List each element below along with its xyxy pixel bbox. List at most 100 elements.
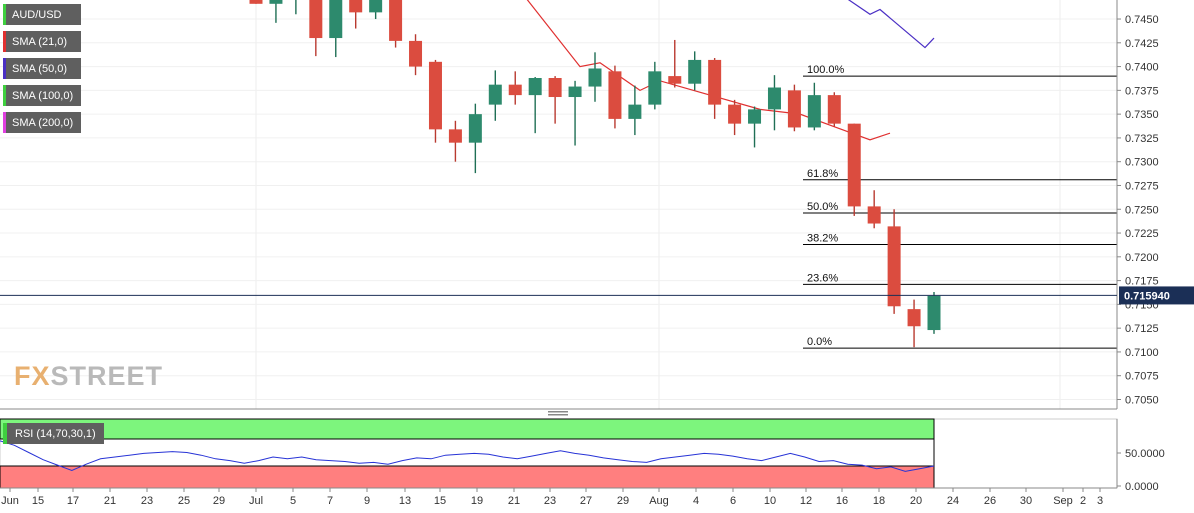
price-tick-label: 0.7275 — [1125, 180, 1159, 192]
panel-splitter-icon — [548, 411, 568, 413]
fib-label: 0.0% — [807, 336, 832, 348]
candle-body — [827, 95, 841, 124]
price-tick-label: 0.7075 — [1125, 371, 1159, 383]
candle-body — [708, 59, 722, 105]
sma-50-label: SMA (50,0) — [12, 62, 68, 75]
candlesticks — [249, 0, 941, 348]
grid-lines — [0, 0, 1117, 488]
fibonacci-levels: 100.0% 61.8% 50.0% 38.2% 23.6% 0.0% — [803, 64, 1117, 349]
sma-21-swatch — [3, 31, 6, 52]
candle-body — [688, 59, 702, 84]
time-tick-label: 7 — [327, 495, 333, 507]
candle-body — [508, 84, 522, 96]
candle-body — [907, 309, 921, 327]
sma-100-swatch — [3, 85, 6, 106]
candle-body — [787, 90, 801, 128]
candle-body — [309, 0, 323, 39]
price-tick-label: 0.7250 — [1125, 204, 1159, 216]
candle-body — [628, 104, 642, 119]
time-tick-label: 20 — [910, 495, 922, 507]
sma-21-label: SMA (21,0) — [12, 35, 68, 48]
price-tick-label: 0.7125 — [1125, 323, 1159, 335]
rsi-line — [0, 440, 935, 472]
time-tick-label: 17 — [67, 495, 79, 507]
time-tick-label: 15 — [32, 495, 44, 507]
fib-label: 50.0% — [807, 201, 838, 213]
time-tick-label: 3 — [1097, 495, 1103, 507]
price-tick-label: 0.7050 — [1125, 394, 1159, 406]
time-tick-label: 9 — [364, 495, 370, 507]
candle-body — [668, 76, 682, 84]
legend-sma-50[interactable]: SMA (50,0) — [3, 58, 82, 79]
time-tick-label: 19 — [471, 495, 483, 507]
price-tick-label: 0.7375 — [1125, 85, 1159, 97]
rsi-overbought-zone — [0, 418, 935, 440]
time-tick-label: 27 — [580, 495, 592, 507]
candle-body — [927, 295, 941, 331]
sma-100-label: SMA (100,0) — [12, 89, 74, 102]
last-price-label: 0.715940 — [1124, 290, 1170, 302]
candle-body — [728, 104, 742, 124]
logo-suffix: STREET — [50, 361, 164, 391]
legend-sma-21[interactable]: SMA (21,0) — [3, 31, 82, 52]
candle-body — [488, 84, 502, 105]
rsi-tick-label: 0.0000 — [1125, 481, 1159, 493]
panel-splitter-icon — [548, 414, 568, 416]
time-axis: Jun 15 17 21 23 25 29 Jul 5 7 9 13 15 19 21 23 27 29 Aug 4 6… — [0, 487, 1117, 507]
candle-body — [389, 0, 403, 41]
time-tick-label: 13 — [399, 495, 411, 507]
sma-200-swatch — [3, 112, 6, 133]
rsi-label: RSI (14,70,30,1) — [15, 427, 96, 440]
time-tick-label: 29 — [617, 495, 629, 507]
candle-body — [329, 0, 343, 39]
candle-body — [269, 0, 283, 4]
candle-body — [608, 71, 622, 119]
legend-sma-100[interactable]: SMA (100,0) — [3, 85, 82, 106]
rsi-tick-label: 50.0000 — [1125, 448, 1165, 460]
rsi-swatch — [3, 423, 7, 444]
candle-body — [468, 114, 482, 143]
time-tick-label: Jun — [1, 495, 19, 507]
price-tick-label: 0.7325 — [1125, 133, 1159, 145]
time-tick-label: 25 — [178, 495, 190, 507]
fxstreet-logo: FXSTREET — [14, 361, 163, 392]
time-tick-label: 23 — [544, 495, 556, 507]
candle-body — [588, 68, 602, 87]
price-tick-label: 0.7450 — [1125, 14, 1159, 26]
time-tick-label: 21 — [104, 495, 116, 507]
candle-body — [409, 40, 423, 67]
last-price-badge — [1119, 286, 1194, 305]
time-tick-label: 18 — [873, 495, 885, 507]
time-tick-label: 6 — [730, 495, 736, 507]
fib-label: 61.8% — [807, 168, 838, 180]
fib-label: 38.2% — [807, 232, 838, 244]
time-tick-label: 26 — [984, 495, 996, 507]
time-tick-label: 4 — [693, 495, 699, 507]
time-tick-label: 29 — [213, 495, 225, 507]
legend-symbol[interactable]: AUD/USD — [3, 4, 82, 25]
candle-body — [249, 0, 263, 4]
candle-body — [528, 77, 542, 96]
candle-body — [887, 226, 901, 307]
price-axis: 0.7450 0.7425 0.7400 0.7375 0.7350 0.7325 0.73… — [0, 0, 1194, 416]
price-tick-label: 0.7350 — [1125, 109, 1159, 121]
indicator-legend: AUD/USD SMA (21,0) SMA (50,0) SMA (100,0… — [3, 4, 82, 139]
time-tick-label: Sep — [1053, 495, 1073, 507]
legend-sma-200[interactable]: SMA (200,0) — [3, 112, 82, 133]
candle-body — [349, 0, 363, 13]
logo-prefix: FX — [14, 361, 51, 391]
time-tick-label: 10 — [764, 495, 776, 507]
rsi-legend[interactable]: RSI (14,70,30,1) — [3, 423, 104, 444]
candle-body — [428, 61, 442, 130]
sma-50-line — [847, 0, 935, 49]
price-tick-label: 0.7175 — [1125, 276, 1159, 288]
time-tick-label: 16 — [836, 495, 848, 507]
symbol-label: AUD/USD — [12, 8, 62, 21]
time-tick-label: 2 — [1080, 495, 1086, 507]
time-tick-label: 15 — [434, 495, 446, 507]
candle-body — [867, 206, 881, 224]
candle-body — [847, 123, 861, 207]
symbol-swatch — [3, 4, 6, 25]
candle-body — [748, 109, 762, 124]
